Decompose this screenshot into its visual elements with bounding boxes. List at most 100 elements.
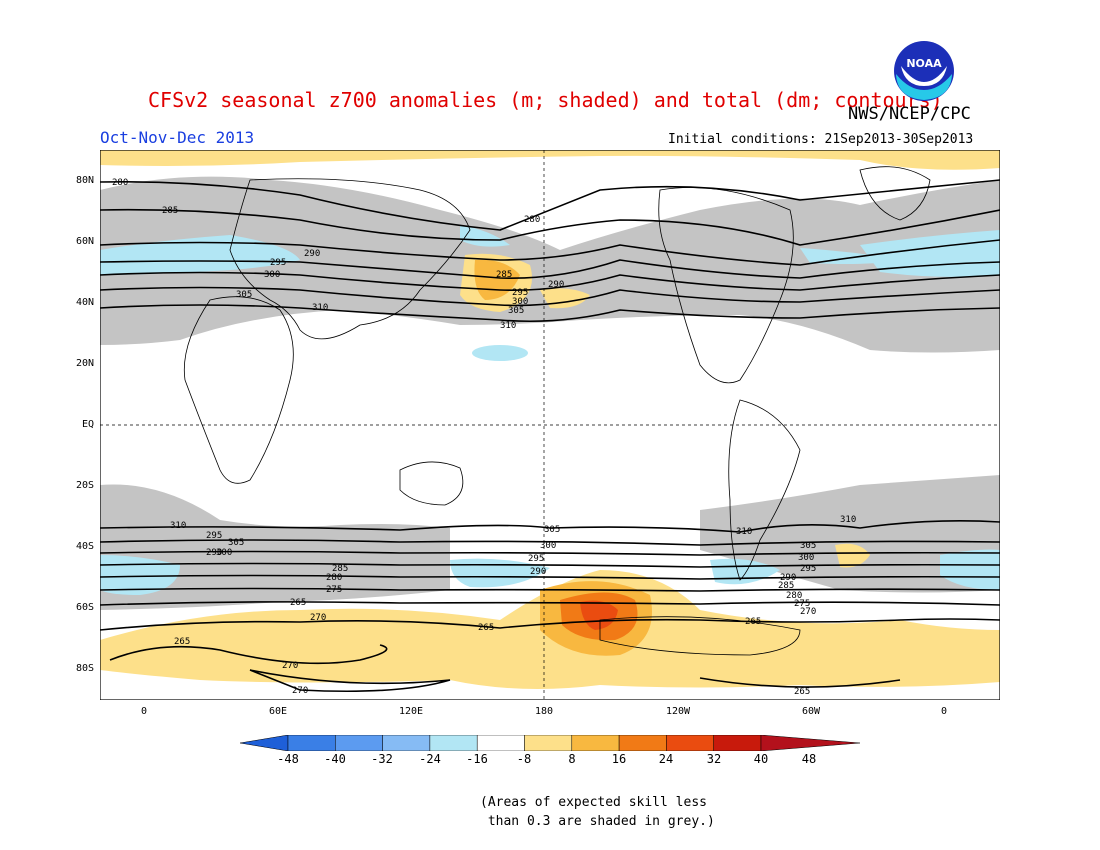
contour-label: 290 bbox=[304, 249, 320, 259]
colorbar-label: -16 bbox=[466, 752, 488, 766]
contour-label: 265 bbox=[478, 623, 494, 633]
contour-label: 310 bbox=[840, 515, 856, 525]
lat-label: 60S bbox=[75, 602, 94, 613]
contour-label: 280 bbox=[326, 573, 342, 583]
lat-label: 80N bbox=[75, 175, 94, 186]
contour-label: 295 bbox=[206, 531, 222, 541]
lat-label: 60N bbox=[75, 236, 94, 247]
lat-label: EQ bbox=[81, 419, 94, 430]
contour-label: 290 bbox=[206, 548, 222, 558]
low-skill-shading bbox=[100, 176, 1000, 610]
contour-label: 290 bbox=[548, 280, 564, 290]
contour-label: 295 bbox=[528, 554, 544, 564]
lat-label: 40N bbox=[75, 297, 94, 308]
colorbar-label: -48 bbox=[277, 752, 299, 766]
lon-label: 120E bbox=[398, 706, 424, 717]
colorbar-cell bbox=[571, 735, 620, 751]
map-title: CFSv2 seasonal z700 anomalies (m; shaded… bbox=[148, 88, 943, 112]
lat-label: 20N bbox=[75, 358, 94, 369]
contour-label: 290 bbox=[780, 573, 796, 583]
contour-label: 295 bbox=[800, 564, 816, 574]
lon-label: 60E bbox=[268, 706, 288, 717]
positive-anomalies-peak bbox=[580, 600, 618, 630]
agency-label: NWS/NCEP/CPC bbox=[848, 104, 971, 124]
height-contours bbox=[100, 179, 1000, 693]
continent-outlines bbox=[183, 166, 931, 656]
contour-label: 290 bbox=[530, 567, 546, 577]
colorbar-arrow-right bbox=[760, 735, 860, 751]
contour-label: 285 bbox=[778, 581, 794, 591]
contour-label: 295 bbox=[512, 288, 528, 298]
contour-label: 310 bbox=[312, 303, 328, 313]
contour-label: 305 bbox=[544, 525, 560, 535]
season-label: Oct-Nov-Dec 2013 bbox=[100, 128, 255, 147]
contour-label: 270 bbox=[282, 661, 298, 671]
colorbar-label: 48 bbox=[801, 752, 817, 766]
color-bar-cells bbox=[240, 735, 860, 751]
colorbar-label: 24 bbox=[658, 752, 674, 766]
colorbar-label: -32 bbox=[371, 752, 393, 766]
colorbar-cell bbox=[618, 735, 667, 751]
lat-label: 20S bbox=[75, 480, 94, 491]
lat-label: 40S bbox=[75, 541, 94, 552]
world-map: 280 285 290 295 300 305 310 265 270 275 … bbox=[100, 150, 1000, 700]
contour-label: 300 bbox=[798, 553, 814, 563]
contour-label: 265 bbox=[290, 598, 306, 608]
contour-labels: 280 285 290 295 300 305 310 265 270 275 … bbox=[112, 178, 856, 697]
initial-conditions-label: Initial conditions: 21Sep2013-30Sep2013 bbox=[668, 132, 974, 147]
lon-label: 60W bbox=[801, 706, 821, 717]
colorbar-cell bbox=[382, 735, 431, 751]
colorbar-cell bbox=[666, 735, 714, 751]
contour-label: 265 bbox=[174, 637, 190, 647]
contour-label: 310 bbox=[736, 527, 752, 537]
contour-label: 310 bbox=[170, 521, 186, 531]
contour-label: 280 bbox=[112, 178, 128, 188]
lon-label: 0 bbox=[140, 706, 148, 717]
contour-label: 270 bbox=[800, 607, 816, 617]
contour-label: 295 bbox=[270, 258, 286, 268]
colorbar-cell bbox=[713, 735, 762, 751]
colorbar-label: -8 bbox=[516, 752, 532, 766]
contour-label: 280 bbox=[524, 215, 540, 225]
contour-label: 280 bbox=[786, 591, 802, 601]
contour-label: 275 bbox=[794, 599, 810, 609]
contour-label: 305 bbox=[236, 290, 252, 300]
contour-label: 300 bbox=[512, 297, 528, 307]
colorbar-cell bbox=[524, 735, 573, 751]
contour-label: 310 bbox=[500, 321, 516, 331]
lon-label: 120W bbox=[665, 706, 691, 717]
contour-label: 305 bbox=[800, 541, 816, 551]
noaa-logo-text: NOAA bbox=[906, 57, 942, 70]
map-gridlines bbox=[100, 150, 1000, 700]
noaa-logo: NOAA bbox=[894, 41, 954, 101]
contour-label: 300 bbox=[264, 270, 280, 280]
contour-label: 305 bbox=[228, 538, 244, 548]
color-bar bbox=[240, 735, 860, 751]
colorbar-arrow-left bbox=[240, 735, 289, 751]
contour-label: 275 bbox=[326, 585, 342, 595]
lon-label: 0 bbox=[940, 706, 948, 717]
colorbar-label: 32 bbox=[706, 752, 722, 766]
skill-note: (Areas of expected skill less than 0.3 a… bbox=[480, 795, 715, 829]
contour-label: 270 bbox=[310, 613, 326, 623]
contour-label: 285 bbox=[496, 270, 512, 280]
colorbar-label: 40 bbox=[753, 752, 769, 766]
colorbar-label: -40 bbox=[324, 752, 346, 766]
colorbar-cell bbox=[476, 735, 525, 751]
contour-label: 300 bbox=[216, 548, 232, 558]
colorbar-cell bbox=[429, 735, 478, 751]
contour-label: 270 bbox=[292, 686, 308, 696]
colorbar-cell bbox=[335, 735, 383, 751]
lat-label: 80S bbox=[75, 663, 94, 674]
colorbar-label: -24 bbox=[419, 752, 441, 766]
contour-label: 265 bbox=[794, 687, 810, 697]
contour-label: 300 bbox=[540, 541, 556, 551]
colorbar-cell bbox=[287, 735, 336, 751]
contour-label: 285 bbox=[162, 206, 178, 216]
colorbar-label: 8 bbox=[568, 752, 576, 766]
contour-label: 265 bbox=[745, 617, 761, 627]
lon-label: 180 bbox=[534, 706, 554, 717]
contour-label: 305 bbox=[508, 306, 524, 316]
colorbar-label: 16 bbox=[611, 752, 627, 766]
contour-label: 285 bbox=[332, 564, 348, 574]
